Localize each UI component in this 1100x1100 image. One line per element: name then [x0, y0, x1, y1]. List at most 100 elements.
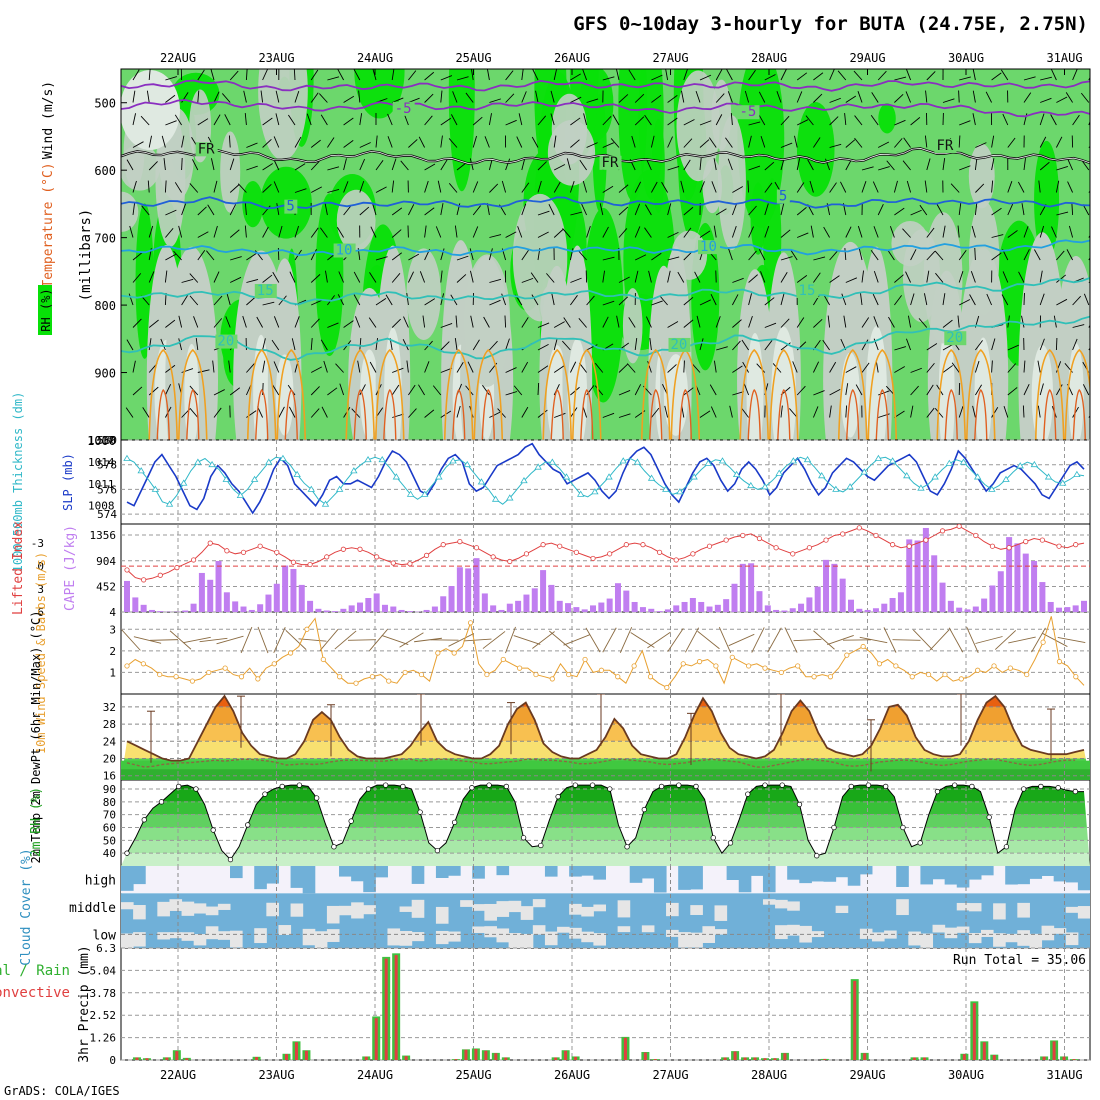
chart-title: GFS 0~10day 3-hourly for BUTA (24.75E, 2…	[573, 13, 1088, 35]
wind-barb	[926, 362, 935, 373]
rh-legend-swatch	[38, 285, 52, 335]
pressure-tick-label: 800	[94, 299, 116, 313]
wind-barb	[602, 226, 609, 238]
wind-barb	[129, 225, 134, 238]
li-point	[457, 538, 463, 545]
li-point	[773, 545, 779, 551]
wind-barb	[294, 188, 307, 193]
rh-patch-very-dry	[384, 327, 402, 440]
cloud-cell-high	[569, 866, 582, 877]
wind-barb	[161, 135, 166, 148]
thickness-point	[676, 488, 684, 495]
thickness-point	[378, 455, 386, 463]
isotherm-label-bg	[333, 243, 356, 258]
wind10m-barb	[133, 636, 162, 644]
wind-barb	[667, 95, 678, 103]
wind-barb	[626, 363, 636, 373]
wind-barb	[683, 159, 691, 171]
wind-barb	[530, 272, 539, 283]
rh2m-point	[158, 799, 165, 805]
wind-barb	[715, 316, 721, 328]
thickness-point	[137, 467, 145, 474]
wind-barb	[550, 90, 555, 103]
cloud-cell-low-gap	[944, 927, 958, 939]
cloud-cell-low-gap	[593, 933, 606, 946]
cape-bar	[814, 586, 821, 612]
precip-tick-label: 3.78	[90, 987, 117, 1000]
wind-barb	[570, 139, 580, 148]
wind-barb	[873, 270, 879, 283]
wind-barb	[857, 225, 863, 238]
wind-barb	[870, 115, 879, 126]
wind-barb	[837, 70, 847, 81]
isotherm-warm	[284, 388, 298, 440]
wind-barb	[667, 165, 680, 171]
wind-barb	[505, 158, 511, 171]
wind10m-barb	[667, 628, 684, 652]
thickness-point	[208, 460, 216, 468]
cloud-cell-middle-gap	[205, 906, 219, 916]
wind-barb	[680, 180, 685, 193]
isotherm-label-bg	[392, 101, 415, 116]
cloud-cell-high	[351, 866, 364, 882]
li-point	[340, 546, 346, 552]
wind-barb	[336, 227, 344, 238]
rh-tick-label: 90	[103, 783, 116, 796]
rh2m-point	[848, 783, 854, 790]
wind-barb	[323, 360, 328, 373]
wind-barb	[440, 270, 443, 283]
wind-barb	[854, 115, 863, 126]
wind-barb	[193, 316, 199, 328]
rh-patch-dry	[622, 288, 643, 364]
thickness-point	[435, 473, 443, 480]
wind10m-point	[729, 654, 735, 660]
wind10m-point	[631, 663, 637, 669]
isotherm-warm	[768, 348, 799, 440]
wind-barb	[872, 293, 879, 306]
slp-thickness-lines	[123, 442, 1085, 515]
slp-line	[126, 442, 1085, 515]
wind-barb	[926, 158, 931, 171]
wind-barb	[147, 180, 150, 193]
thickness-point	[1016, 462, 1024, 469]
wind-barb	[210, 158, 215, 171]
cape-bar	[706, 606, 713, 612]
wind10m-line	[126, 616, 1085, 689]
wind10m-point	[680, 661, 686, 667]
wind-barb	[228, 135, 231, 148]
cape-bar	[323, 610, 330, 612]
wind-barb	[758, 114, 766, 126]
cape-bar	[789, 608, 796, 612]
wind-barb	[732, 365, 743, 373]
rh2m-point	[279, 783, 285, 790]
wind-barb	[829, 275, 840, 283]
cape-bar	[614, 583, 621, 612]
precip-conv-bar	[494, 1053, 498, 1060]
upper-axis-title-temp: Temperature (°C)	[41, 162, 56, 287]
precip-conv-bar	[554, 1057, 558, 1060]
wind-barb	[957, 225, 960, 238]
wind-barb	[310, 69, 319, 81]
wind-barb	[772, 363, 782, 373]
wind-barb	[372, 203, 377, 216]
wind-barb	[319, 93, 328, 103]
wind-barb	[513, 385, 523, 396]
wind-barb	[877, 141, 890, 148]
wind-barb	[986, 293, 993, 306]
precip-conv-bar	[145, 1058, 149, 1060]
rh2m-point	[417, 809, 423, 815]
cape-bar	[1081, 600, 1087, 612]
cape-bar	[947, 600, 954, 612]
li-point	[956, 524, 962, 529]
thickness-point	[959, 458, 968, 465]
thickness-point	[321, 500, 330, 507]
li-point	[706, 543, 713, 549]
wind-barb	[505, 119, 517, 126]
li-point	[973, 532, 979, 539]
wind-barb	[634, 203, 641, 216]
wind-barb	[748, 293, 752, 306]
wind-barb	[743, 383, 750, 396]
cape-bar	[257, 604, 264, 612]
cloud-cell-high	[254, 866, 267, 890]
wind10m-barb	[548, 630, 572, 650]
